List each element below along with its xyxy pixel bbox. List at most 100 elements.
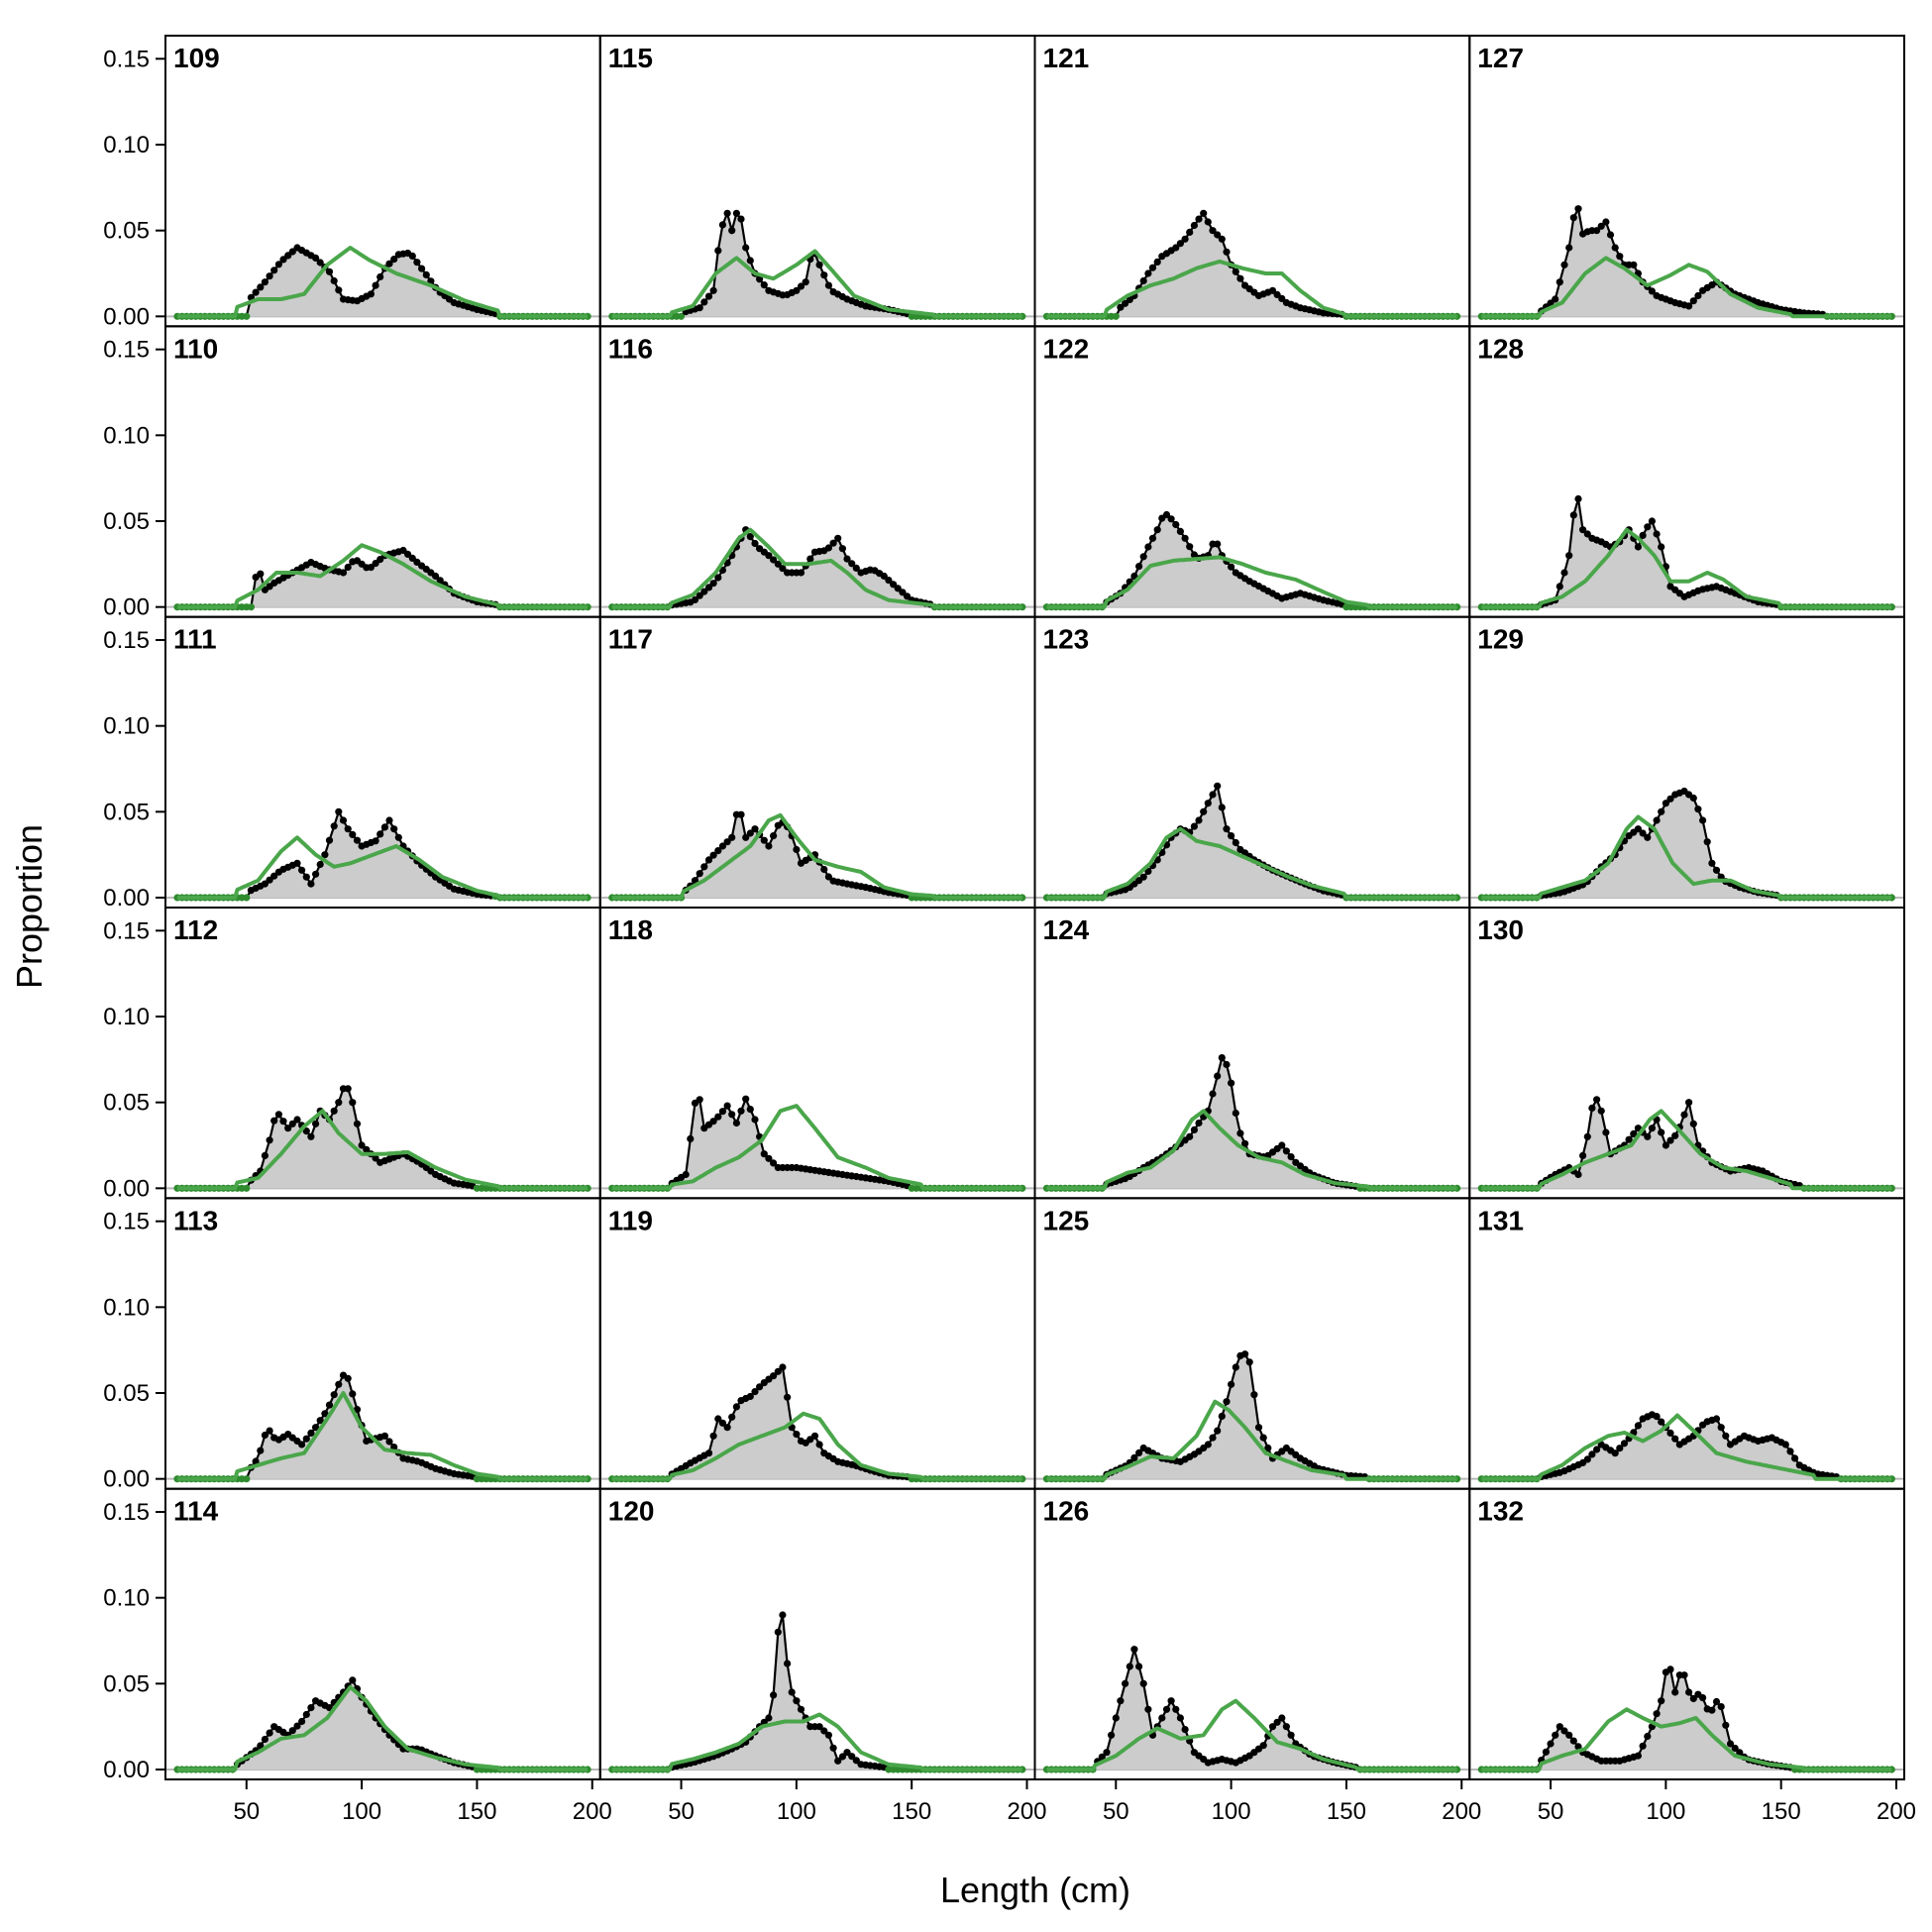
y-tick-label: 0.15: [103, 46, 150, 72]
observed-point: [1606, 231, 1615, 239]
observed-point: [339, 816, 348, 824]
observed-point: [824, 544, 833, 552]
observed-area: [1481, 208, 1892, 317]
observed-point: [1542, 1748, 1550, 1756]
observed-point: [1214, 540, 1222, 548]
observed-point: [696, 1096, 703, 1104]
observed-area: [1481, 791, 1892, 898]
observed-point: [1209, 791, 1217, 799]
observed-point: [312, 1424, 320, 1432]
observed-point: [1241, 1350, 1249, 1358]
observed-point: [1195, 816, 1203, 824]
observed-point: [243, 1184, 251, 1192]
observed-point: [1135, 1449, 1143, 1456]
observed-point: [746, 533, 754, 541]
observed-point: [266, 1729, 273, 1737]
observed-point: [330, 822, 338, 830]
y-tick-label: 0.05: [103, 1380, 150, 1407]
observed-point: [302, 1710, 310, 1719]
observed-point: [1552, 1731, 1559, 1739]
y-tick-label: 0.10: [103, 1585, 150, 1612]
observed-point: [1135, 563, 1143, 571]
observed-point: [788, 1688, 796, 1696]
x-tick-label: 200: [573, 1798, 612, 1825]
observed-point: [1228, 1380, 1235, 1388]
observed-point: [385, 260, 393, 268]
observed-point: [1569, 1737, 1577, 1745]
observed-area: [1046, 514, 1457, 607]
observed-point: [344, 1085, 352, 1093]
expected-line: [611, 1712, 1022, 1771]
panel-label: 123: [1043, 624, 1090, 655]
observed-point: [677, 312, 686, 320]
observed-point: [1593, 227, 1601, 235]
observed-point: [1712, 1697, 1721, 1706]
observed-point: [349, 830, 357, 839]
observed-point: [302, 873, 310, 881]
observed-point: [1214, 1072, 1222, 1080]
observed-point: [1172, 1705, 1180, 1713]
observed-point: [770, 1159, 778, 1167]
observed-area: [611, 1099, 1022, 1189]
observed-point: [1223, 825, 1231, 833]
observed-point: [274, 1111, 282, 1119]
observed-point: [751, 1388, 759, 1396]
observed-area: [611, 814, 1022, 898]
observed-point: [1653, 530, 1661, 538]
observed-point: [824, 281, 833, 289]
observed-point: [714, 247, 722, 255]
observed-point: [1204, 1441, 1212, 1449]
observed-point: [298, 1441, 306, 1449]
observed-point: [1703, 838, 1711, 846]
observed-point: [1176, 527, 1184, 536]
observed-area: [177, 550, 589, 607]
observed-point: [1130, 1453, 1138, 1461]
observed-area: [1046, 1057, 1457, 1189]
observed-point: [335, 1099, 343, 1107]
observed-point: [1209, 1090, 1217, 1098]
observed-point: [243, 894, 251, 902]
observed-point: [824, 1731, 833, 1739]
observed-point: [394, 833, 402, 841]
observed-point: [1722, 1721, 1730, 1729]
observed-point: [714, 574, 722, 582]
observed-point: [714, 847, 722, 855]
observed-point: [704, 1449, 713, 1457]
y-tick-label: 0.00: [103, 1175, 150, 1202]
panel-label: 117: [608, 624, 653, 655]
x-tick-label: 100: [1212, 1798, 1251, 1825]
observed-point: [742, 244, 750, 252]
x-tick-label: 200: [1442, 1798, 1481, 1825]
observed-point: [1694, 805, 1702, 813]
observed-point: [1658, 1697, 1665, 1705]
observed-point: [1232, 838, 1239, 847]
observed-point: [742, 833, 750, 841]
observed-area: [1046, 1353, 1457, 1479]
observed-point: [1569, 214, 1577, 222]
observed-point: [1625, 1135, 1633, 1143]
observed-point: [1245, 1358, 1253, 1366]
observed-point: [257, 1742, 265, 1750]
panel-label: 113: [173, 1205, 218, 1235]
observed-point: [293, 1722, 301, 1730]
observed-point: [257, 570, 265, 578]
observed-point: [288, 1727, 296, 1735]
observed-point: [349, 1099, 357, 1107]
observed-point: [432, 572, 440, 581]
observed-point: [1223, 1398, 1231, 1406]
observed-point: [1287, 1731, 1295, 1739]
observed-point: [852, 564, 860, 573]
observed-point: [1736, 1749, 1744, 1757]
observed-area: [611, 529, 1022, 607]
observed-point: [1574, 205, 1582, 213]
observed-point: [1112, 1714, 1120, 1722]
observed-point: [344, 563, 352, 572]
y-tick-label: 0.00: [103, 594, 150, 621]
y-tick-label: 0.15: [103, 1499, 150, 1526]
observed-point: [1214, 1427, 1222, 1435]
observed-point: [1282, 1723, 1290, 1731]
observed-point: [1634, 1752, 1642, 1760]
observed-point: [737, 215, 745, 223]
observed-area: [611, 1367, 1022, 1479]
observed-point: [1620, 1440, 1629, 1448]
